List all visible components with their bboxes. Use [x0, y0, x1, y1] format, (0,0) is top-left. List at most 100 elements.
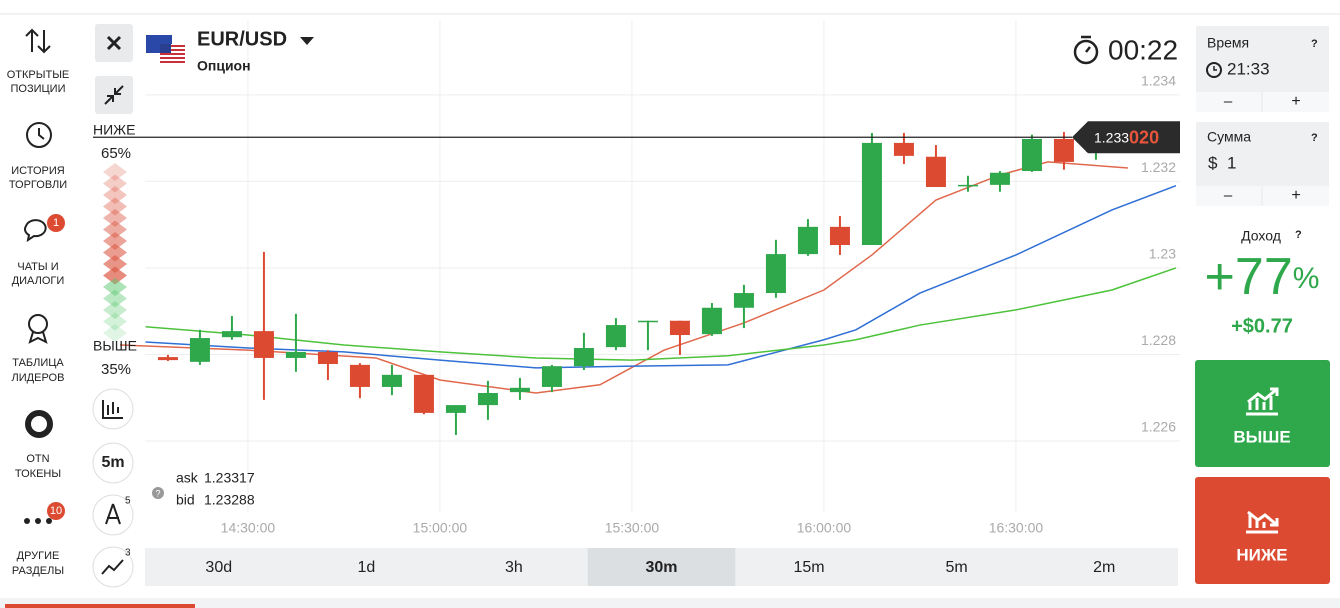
timeframe-option[interactable]: 30m — [645, 559, 677, 576]
badge-text: 10 — [50, 505, 62, 517]
nav-label[interactable]: ДИАЛОГИ — [12, 275, 65, 287]
timer-icon — [1073, 35, 1099, 65]
indicator-button[interactable] — [92, 546, 134, 588]
nav-label[interactable]: ОТКРЫТЫЕ — [7, 69, 70, 81]
sentiment-down-pct: 65% — [101, 145, 131, 162]
nav-label[interactable]: OTN — [26, 453, 49, 465]
x-tick-label: 14:30:00 — [221, 520, 276, 536]
nav-label[interactable]: ИСТОРИЯ — [11, 165, 65, 177]
candle-body — [189, 338, 210, 362]
more-dot — [46, 518, 52, 524]
gauge-diamond — [103, 174, 127, 193]
asset-name[interactable]: EUR/USD — [197, 28, 287, 50]
candle-body — [541, 366, 562, 387]
indicator-icon — [101, 559, 124, 575]
nav-label[interactable]: ТОРГОВЛИ — [9, 179, 67, 191]
time-plus[interactable] — [1263, 92, 1329, 112]
candle-body — [605, 325, 626, 348]
candle-body — [317, 351, 338, 365]
time-minus[interactable] — [1196, 92, 1261, 112]
bottom-bar — [0, 598, 1340, 608]
gauge-diamond — [103, 289, 127, 308]
asset-type: Опцион — [197, 58, 251, 74]
currency: $ — [1208, 153, 1218, 172]
help-mark[interactable]: ? — [1311, 132, 1318, 144]
candle-body — [413, 374, 434, 413]
help-icon[interactable] — [152, 487, 164, 499]
candle-body — [157, 357, 178, 361]
sentiment-up-label: ВЫШЕ — [93, 338, 137, 354]
collapse-icon — [104, 85, 124, 105]
gauge-diamond — [103, 266, 127, 285]
down-icon — [1246, 510, 1279, 534]
period-label: 5m — [101, 454, 124, 471]
nav-label[interactable]: ЧАТЫ И — [17, 261, 58, 273]
moving-average — [119, 161, 1129, 394]
nav-label[interactable]: ТОКЕНЫ — [15, 468, 61, 480]
gauge-diamond — [103, 255, 127, 273]
y-tick-label: 1.234 — [1141, 73, 1176, 89]
chart-type-icon — [102, 400, 123, 419]
amount-value[interactable]: 1 — [1227, 153, 1236, 172]
nav-label[interactable]: ДРУГИЕ — [17, 550, 60, 562]
candle-body — [701, 307, 722, 335]
flag-us — [160, 44, 185, 63]
candle-body — [253, 331, 274, 358]
gauge-diamond — [103, 209, 127, 227]
timeframe-option[interactable]: 2m — [1093, 559, 1115, 576]
candle-body — [957, 184, 978, 187]
timeframe-option[interactable]: 1d — [357, 559, 375, 576]
income-pct-value: +77 — [1205, 248, 1293, 306]
gauge-diamond — [103, 278, 127, 296]
tool-badge: 3 — [125, 548, 131, 559]
candle-body — [573, 348, 594, 367]
clock-icon — [1206, 62, 1222, 78]
candle-body — [989, 172, 1010, 185]
bid-label: bid — [176, 492, 195, 508]
y-tick-label: 1.228 — [1141, 332, 1176, 348]
price-label: 1.233020 — [1094, 127, 1159, 147]
timeframe-option[interactable]: 5m — [946, 559, 968, 576]
price-main: 1.233 — [1094, 129, 1129, 145]
timeframe-option[interactable]: 30d — [205, 559, 232, 576]
amount-minus[interactable] — [1196, 186, 1261, 206]
x-tick-label: 15:30:00 — [605, 520, 660, 536]
candle-body — [925, 156, 946, 188]
candle-body — [509, 387, 530, 393]
history-icon[interactable] — [26, 122, 52, 148]
help-mark: ? — [155, 488, 160, 498]
income-label: Доход — [1241, 228, 1281, 244]
gauge-diamond — [103, 243, 127, 262]
time-value[interactable]: 21:33 — [1227, 59, 1270, 78]
nav-label[interactable]: РАЗДЕЛЫ — [12, 565, 64, 577]
nav-label[interactable]: ЛИДЕРОВ — [12, 372, 65, 384]
nav-label[interactable]: ПОЗИЦИИ — [11, 83, 66, 95]
amount-plus[interactable] — [1263, 186, 1329, 206]
drawing-button[interactable] — [92, 494, 134, 536]
chat-icon[interactable] — [24, 219, 47, 243]
help-mark[interactable]: ? — [1311, 38, 1318, 50]
otn-icon[interactable] — [25, 410, 53, 438]
income-pct: +77% — [1205, 248, 1320, 306]
timer: 00:22 — [1108, 34, 1178, 65]
up-icon — [1246, 387, 1279, 416]
candle-body — [221, 331, 242, 338]
up-button-label: ВЫШЕ — [1233, 427, 1290, 446]
candle-body — [733, 293, 754, 308]
asset-dropdown[interactable] — [300, 37, 314, 45]
ask-value: 1.23317 — [204, 470, 255, 486]
timeframe-option[interactable]: 3h — [505, 559, 523, 576]
positions-icon[interactable] — [25, 28, 51, 54]
nav-label[interactable]: ТАБЛИЦА — [12, 357, 64, 369]
badge-text: 1 — [53, 217, 59, 229]
timeframe-bar: 30d 1d 3h 30m 15m 5m 2m — [145, 548, 1178, 586]
leaders-icon[interactable] — [28, 314, 48, 334]
gauge-diamond — [103, 324, 127, 342]
plus-label: + — [1291, 187, 1300, 204]
period-button[interactable] — [92, 442, 134, 484]
timeframe-option[interactable]: 15m — [794, 559, 825, 576]
gauge-diamond — [103, 232, 127, 250]
candle-body — [1053, 138, 1074, 162]
y-tick-label: 1.23 — [1149, 246, 1176, 262]
help-mark[interactable]: ? — [1295, 229, 1302, 241]
